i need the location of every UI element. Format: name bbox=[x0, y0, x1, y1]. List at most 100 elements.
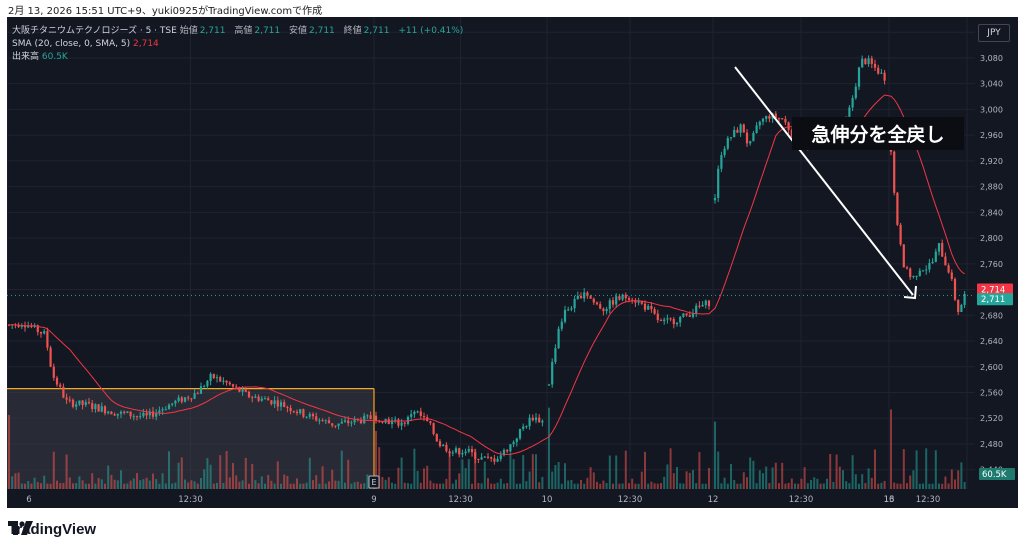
candle-body bbox=[75, 404, 78, 407]
last-price-tag-bg bbox=[977, 293, 1013, 306]
candle-body bbox=[438, 441, 442, 447]
volume-bar bbox=[206, 458, 209, 489]
candle-body bbox=[299, 409, 302, 414]
price-tick-label: 2,960 bbox=[980, 131, 1003, 140]
candle-body bbox=[174, 400, 177, 404]
candle-body bbox=[960, 304, 963, 312]
price-tick-label: 3,000 bbox=[980, 105, 1003, 114]
candle-body bbox=[467, 448, 470, 452]
volume-bar bbox=[864, 483, 867, 489]
volume-bar bbox=[97, 478, 100, 489]
candle-body bbox=[199, 386, 203, 394]
time-tick-label: 12:30 bbox=[618, 495, 643, 505]
volume-bar bbox=[145, 477, 148, 489]
volume-bar bbox=[570, 479, 573, 489]
chart-frame[interactable]: 3,1203,0803,0403,0002,9602,9202,8802,840… bbox=[7, 17, 1018, 508]
candle-body bbox=[551, 361, 554, 385]
volume-bar bbox=[244, 457, 247, 489]
candle-body bbox=[113, 414, 116, 416]
volume-bar bbox=[755, 483, 758, 489]
volume-bar bbox=[209, 464, 212, 489]
candle-body bbox=[567, 309, 570, 311]
candle-body bbox=[167, 404, 171, 410]
volume-bar bbox=[123, 483, 126, 489]
candle-body bbox=[7, 324, 11, 326]
volume-bar bbox=[40, 483, 42, 489]
legend-volume-row[interactable]: 出来高 60.5K bbox=[12, 51, 469, 64]
volume-bar bbox=[957, 470, 960, 489]
candle-body bbox=[928, 263, 931, 270]
candle-body bbox=[733, 129, 736, 138]
candle-body bbox=[49, 347, 52, 367]
candle-body bbox=[267, 398, 270, 401]
candle-body bbox=[65, 397, 68, 400]
legend-change-value: +11 (+0.41%) bbox=[398, 26, 464, 36]
time-axis[interactable]: 6 12:30 9 12:30 10 12:30 12 12:30 13 12:30 16 bbox=[26, 495, 940, 505]
volume-bar bbox=[653, 483, 656, 489]
trend-arrow[interactable] bbox=[734, 66, 917, 300]
candle-body bbox=[745, 132, 749, 144]
legend-sma-row[interactable]: SMA (20, close, 0, SMA, 5) 2,714 bbox=[12, 38, 469, 51]
volume-bar bbox=[296, 478, 298, 489]
candle-body bbox=[729, 137, 733, 139]
volume-bar bbox=[778, 483, 780, 489]
volume-bar bbox=[941, 483, 944, 489]
volume-bar bbox=[634, 483, 637, 489]
volume-bar bbox=[954, 479, 956, 489]
annotation-label-bg bbox=[792, 117, 964, 150]
volume-bar bbox=[819, 483, 822, 489]
candle-body bbox=[321, 420, 324, 422]
legend-high-label: 高値 bbox=[234, 26, 253, 36]
annotation-label[interactable]: 急伸分を全戻し bbox=[792, 117, 964, 150]
volume-bar bbox=[918, 483, 921, 489]
volume-bar bbox=[78, 476, 81, 489]
price-tick-label: 3,080 bbox=[980, 54, 1003, 63]
volume-bar bbox=[387, 477, 390, 489]
volume-bar bbox=[506, 483, 509, 489]
candlestick-chart[interactable]: 3,1203,0803,0403,0002,9602,9202,8802,840… bbox=[7, 17, 1018, 508]
currency-button[interactable]: JPY bbox=[978, 24, 1010, 42]
candle-body bbox=[155, 412, 158, 417]
candle-body bbox=[675, 322, 679, 325]
chart-caption: 2月 13, 2026 15:51 UTC+9、yuki0925がTrading… bbox=[8, 6, 323, 17]
highlight-range-box[interactable] bbox=[7, 388, 374, 489]
candle-body bbox=[203, 386, 206, 388]
volume-price-tag-text: 60.5K bbox=[982, 470, 1007, 480]
earnings-event-marker[interactable]: E bbox=[368, 475, 380, 489]
candle-body bbox=[413, 411, 416, 415]
volume-bar bbox=[730, 463, 732, 489]
candle-body bbox=[682, 313, 685, 317]
legend-symbol-title[interactable]: 大阪チタニウムテクノロジーズ · 5 · TSE bbox=[12, 26, 177, 36]
last-price-tag: 2,711 bbox=[977, 293, 1013, 306]
candle-body bbox=[963, 293, 966, 305]
volume-bar bbox=[858, 483, 860, 489]
candle-body bbox=[631, 299, 634, 301]
candle-body bbox=[531, 417, 534, 421]
candle-body bbox=[432, 423, 435, 435]
candle-body bbox=[219, 377, 222, 382]
candle-body bbox=[739, 124, 742, 133]
candle-body bbox=[781, 118, 784, 120]
candle-body bbox=[547, 384, 551, 386]
volume-bar bbox=[551, 471, 554, 489]
volume-bar bbox=[573, 483, 576, 489]
volume-bar bbox=[624, 450, 627, 489]
candle-body bbox=[864, 58, 867, 65]
earnings-event-marker-text: E bbox=[371, 478, 376, 487]
volume-bar bbox=[155, 479, 158, 489]
volume-bar bbox=[496, 482, 499, 489]
volume-bar bbox=[394, 483, 397, 489]
candle-body bbox=[17, 324, 20, 327]
volume-bar bbox=[378, 447, 381, 489]
volume-bar bbox=[464, 468, 467, 489]
tradingview-logo[interactable]: TradingView bbox=[8, 521, 96, 538]
time-tick-label: 10 bbox=[542, 495, 553, 505]
candle-body bbox=[305, 416, 308, 418]
candle-body bbox=[193, 393, 196, 399]
candle-body bbox=[941, 243, 944, 257]
volume-bar bbox=[356, 481, 359, 489]
candle-body bbox=[640, 301, 643, 304]
volume-bar bbox=[62, 483, 65, 489]
candle-body bbox=[151, 411, 155, 417]
volume-bar bbox=[384, 479, 387, 489]
